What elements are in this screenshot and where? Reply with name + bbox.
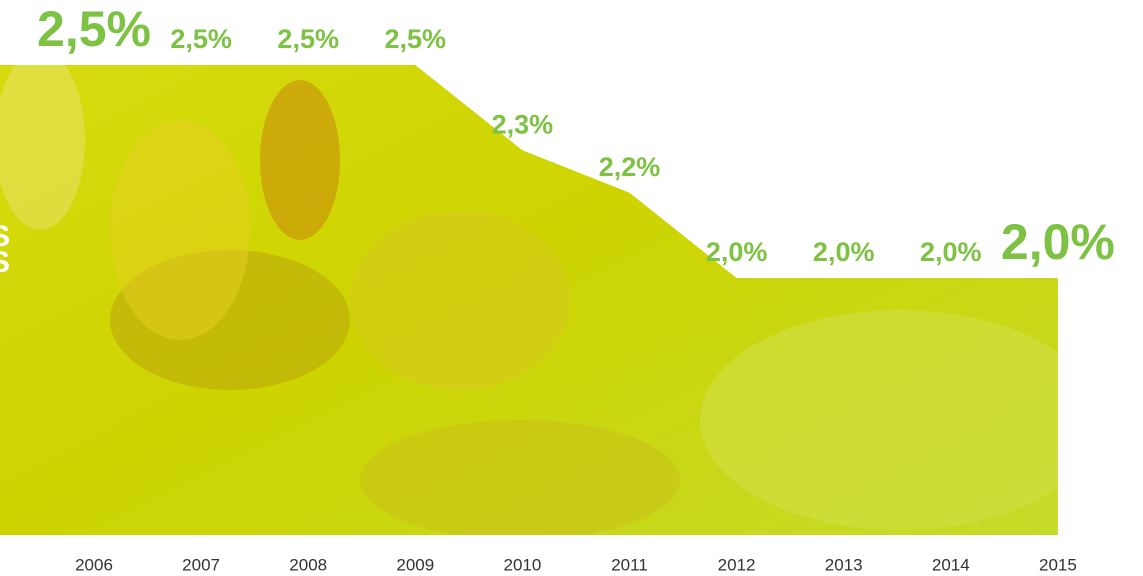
value-label: 2,0% xyxy=(706,237,768,267)
photo-shade xyxy=(360,420,680,540)
x-tick-label: 2015 xyxy=(1039,555,1077,574)
photo-highlight xyxy=(110,120,250,340)
value-label: 2,5% xyxy=(170,24,232,54)
value-label: 2,5% xyxy=(385,24,447,54)
value-label: 2,2% xyxy=(599,152,661,182)
value-label: 2,0% xyxy=(813,237,875,267)
chart: 2,5% 2,5% 2,5% 2,5% 2,3% 2,2% 2,0% 2,0% 2,0% 2,0%… xyxy=(0,0,1143,576)
x-tick-label: 2010 xyxy=(503,555,541,574)
annotation: S xyxy=(0,246,10,279)
x-tick-label: 2013 xyxy=(825,555,863,574)
value-label: 2,5% xyxy=(37,1,151,57)
photo-highlight xyxy=(700,310,1100,530)
x-tick-label: 2012 xyxy=(718,555,756,574)
x-tick-label: 2007 xyxy=(182,555,220,574)
x-tick-label: 2014 xyxy=(932,555,970,574)
area-fill xyxy=(0,0,1143,576)
value-label: 2,5% xyxy=(277,24,339,54)
value-label: 2,0% xyxy=(1001,214,1115,270)
value-label: 2,0% xyxy=(920,237,982,267)
photo-shade xyxy=(260,80,340,240)
x-tick-label: 2008 xyxy=(289,555,327,574)
x-tick-label: 2006 xyxy=(75,555,113,574)
value-label: 2,3% xyxy=(492,109,554,139)
page: {"chart_data": {"type": "area", "categor… xyxy=(0,0,1143,576)
photo-highlight xyxy=(350,210,570,390)
x-tick-label: 2011 xyxy=(611,555,648,574)
x-tick-label: 2009 xyxy=(396,555,434,574)
